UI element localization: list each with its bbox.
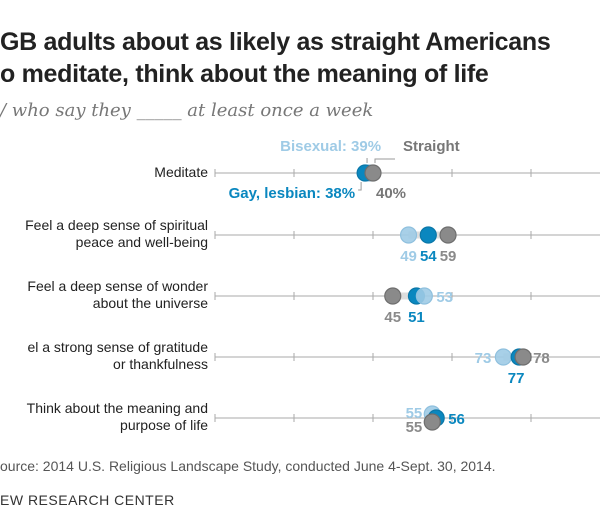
row-label: Feel a deep sense of wonder about the uni… [27, 278, 208, 312]
row-label-line: Think about the meaning and [26, 400, 208, 416]
chart-title-line-2: o meditate, think about the meaning of l… [0, 60, 489, 88]
row-label-line: Meditate [154, 163, 208, 180]
row-label-line: about the universe [92, 295, 208, 311]
dot-straight [364, 164, 382, 182]
leader-line [358, 182, 362, 191]
value-label-straight: 45 [384, 309, 401, 326]
value-label-gay: 77 [508, 370, 525, 387]
value-label-gay: 51 [408, 309, 425, 326]
value-label-straight: 55 [406, 419, 423, 436]
row-label-line: purpose of life [120, 417, 208, 433]
value-label-gay: 54 [420, 248, 437, 265]
dot-straight [384, 287, 402, 305]
dot-bisexual [399, 226, 418, 244]
leader-line [366, 158, 395, 163]
row-label: el a strong sense of gratitude or thankfu… [27, 339, 208, 373]
value-label-straight: 59 [440, 248, 457, 265]
row-label-line: el a strong sense of gratitude [27, 339, 208, 355]
row-label-line: Feel a deep sense of wonder [27, 278, 208, 294]
value-label-bisexual: 49 [400, 248, 417, 265]
chart-subtitle: / who say they _____ at least once a wee… [0, 100, 374, 121]
legend-gay: Gay, lesbian: 38% [229, 185, 355, 202]
chart-title-line-1: GB adults about as likely as straight Am… [0, 28, 551, 56]
legend-straight: Straight [403, 138, 460, 155]
dot-straight [439, 226, 457, 244]
row-label-line: peace and well-being [75, 234, 208, 250]
dot-straight [514, 348, 532, 366]
dot-bisexual [494, 348, 512, 366]
row-label: Think about the meaning and purpose of li… [27, 400, 208, 434]
row-label: Meditate [154, 164, 208, 181]
org-name: EW RESEARCH CENTER [0, 492, 175, 508]
value-label-straight: 78 [533, 350, 550, 367]
dot-bisexual [415, 287, 433, 305]
value-label-bisexual: 55 [406, 405, 423, 422]
source-note: ource: 2014 U.S. Religious Landscape Stu… [0, 458, 496, 474]
value-label-gay: 56 [448, 411, 465, 428]
legend-bisexual: Bisexual: 39% [280, 138, 381, 155]
value-label-bisexual: 53 [436, 289, 453, 306]
row-label-line: Feel a deep sense of spiritual [25, 217, 208, 233]
legend-straight-value: 40% [376, 185, 406, 202]
row-label: Feel a deep sense of spiritual peace and … [25, 217, 208, 251]
value-label-bisexual: 73 [475, 350, 492, 367]
dot-straight [423, 413, 441, 431]
dot-gay [419, 226, 437, 244]
row-label-line: or thankfulness [113, 356, 208, 372]
